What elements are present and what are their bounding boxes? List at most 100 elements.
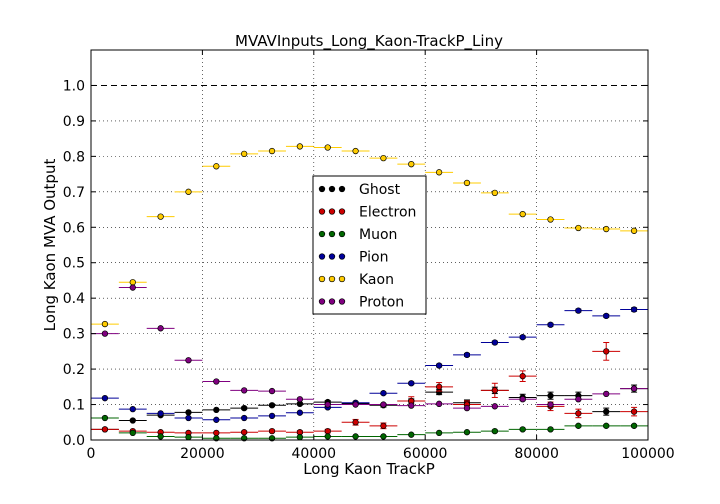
muon-point bbox=[630, 422, 638, 429]
electron-point bbox=[435, 383, 443, 390]
electron-point bbox=[213, 429, 220, 437]
kaon-point bbox=[129, 279, 136, 286]
legend-marker-muon bbox=[338, 230, 346, 238]
legend-marker-muon bbox=[328, 230, 336, 238]
pion-point bbox=[213, 416, 220, 423]
pion-point bbox=[491, 339, 498, 346]
axis-ticks: 0 20000 40000 60000 80000 100000 0.0 0.1 0.2 0.3 0… bbox=[63, 50, 675, 462]
y-tick-label: 0.5 bbox=[63, 256, 85, 272]
kaon-point bbox=[463, 179, 471, 187]
series-pion bbox=[91, 306, 648, 423]
x-tick-label: 40000 bbox=[292, 446, 337, 462]
legend-marker-kaon bbox=[328, 275, 336, 283]
muon-point bbox=[435, 429, 443, 437]
muon-point bbox=[157, 433, 164, 440]
proton-point bbox=[101, 330, 109, 337]
kaon-point bbox=[380, 154, 387, 162]
pion-point bbox=[380, 390, 387, 397]
ghost-point bbox=[213, 406, 220, 414]
pion-point bbox=[519, 334, 526, 341]
muon-point bbox=[185, 434, 192, 441]
legend-marker-ghost bbox=[318, 185, 326, 193]
pion-point bbox=[101, 395, 109, 402]
x-axis-label: Long Kaon TrackP bbox=[303, 460, 435, 478]
y-tick-label: 0.6 bbox=[63, 220, 85, 236]
pion-point bbox=[241, 414, 248, 422]
proton-point bbox=[463, 404, 471, 412]
kaon-point bbox=[408, 161, 415, 168]
electron-point bbox=[603, 348, 610, 355]
pion-point bbox=[435, 362, 443, 369]
muon-point bbox=[463, 429, 471, 436]
ghost-point bbox=[129, 417, 136, 424]
proton-point bbox=[491, 403, 498, 410]
pion-point bbox=[157, 410, 164, 417]
muon-point bbox=[129, 429, 136, 437]
muon-point bbox=[603, 422, 610, 429]
series-ghost bbox=[91, 384, 648, 433]
muon-point bbox=[408, 431, 415, 438]
pion-point bbox=[296, 409, 304, 416]
ghost-point bbox=[603, 408, 610, 415]
pion-point bbox=[547, 321, 554, 328]
electron-point bbox=[352, 419, 359, 426]
legend: Ghost Electron Muon Pion Kaon Proton bbox=[312, 175, 427, 315]
legend-marker-pion bbox=[338, 253, 346, 260]
electron-point bbox=[380, 422, 387, 429]
muon-point bbox=[324, 433, 331, 440]
muon-point bbox=[296, 434, 304, 441]
pion-point bbox=[129, 406, 136, 413]
legend-label-pion: Pion bbox=[359, 250, 388, 266]
plot-area bbox=[91, 143, 648, 442]
muon-point bbox=[547, 426, 554, 433]
proton-point bbox=[324, 401, 331, 408]
x-tick-label: 100000 bbox=[621, 446, 674, 462]
proton-point bbox=[213, 378, 220, 385]
pion-point bbox=[575, 307, 582, 314]
series-electron bbox=[91, 342, 648, 437]
pion-point bbox=[185, 414, 192, 422]
series-muon bbox=[91, 414, 648, 442]
kaon-point bbox=[101, 320, 109, 328]
legend-marker-pion bbox=[328, 253, 336, 260]
muon-point bbox=[101, 414, 109, 422]
y-tick-label: 0.8 bbox=[63, 149, 85, 165]
legend-marker-pion bbox=[318, 253, 326, 260]
pion-point bbox=[408, 380, 415, 387]
y-tick-label: 0.2 bbox=[63, 362, 85, 378]
proton-point bbox=[380, 401, 387, 408]
legend-label-muon: Muon bbox=[359, 227, 397, 243]
x-tick-label: 60000 bbox=[403, 446, 448, 462]
kaon-point bbox=[185, 188, 192, 195]
pion-point bbox=[603, 312, 610, 320]
legend-marker-proton bbox=[328, 298, 336, 305]
ghost-point bbox=[241, 404, 248, 412]
legend-label-proton: Proton bbox=[359, 295, 404, 311]
proton-point bbox=[547, 401, 554, 408]
electron-point bbox=[241, 429, 248, 436]
electron-point bbox=[268, 427, 276, 435]
legend-label-kaon: Kaon bbox=[359, 272, 394, 288]
proton-point bbox=[129, 284, 136, 291]
chart-title: MVAVInputs_Long_Kaon-TrackP_Liny bbox=[235, 32, 503, 51]
y-tick-label: 0.3 bbox=[63, 327, 85, 343]
proton-point bbox=[241, 387, 248, 394]
legend-frame bbox=[312, 175, 427, 315]
y-axis-label: Long Kaon MVA Output bbox=[41, 159, 59, 332]
proton-point bbox=[185, 357, 192, 364]
legend-marker-proton bbox=[318, 298, 326, 305]
electron-point bbox=[324, 427, 331, 435]
ghost-point bbox=[547, 392, 554, 399]
pion-point bbox=[630, 306, 638, 313]
muon-point bbox=[519, 426, 526, 433]
legend-marker-electron bbox=[328, 208, 336, 215]
kaon-point bbox=[157, 213, 164, 220]
electron-point bbox=[519, 373, 526, 380]
proton-point bbox=[519, 396, 526, 403]
y-tick-label: 0.9 bbox=[63, 114, 85, 130]
proton-point bbox=[575, 396, 582, 403]
proton-point bbox=[603, 390, 610, 398]
legend-marker-proton bbox=[338, 298, 346, 305]
series-proton bbox=[91, 284, 648, 412]
